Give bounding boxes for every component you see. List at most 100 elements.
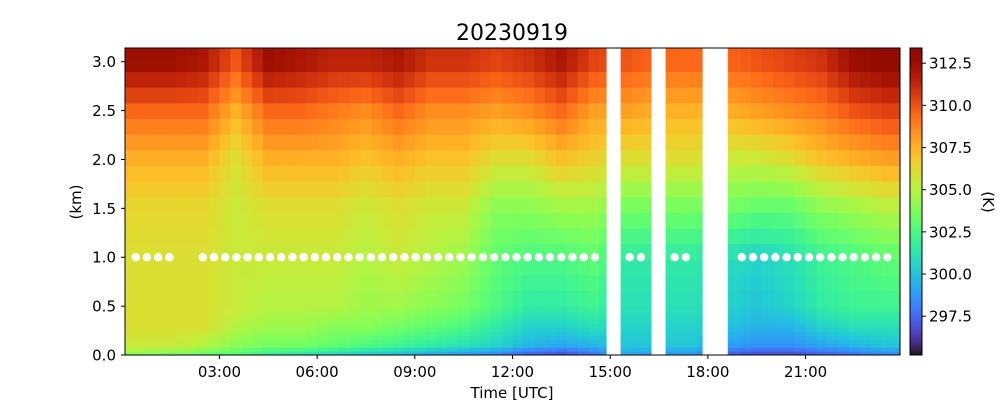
colorbar-swatch (910, 84, 922, 86)
heatmap-cell (241, 308, 253, 313)
heatmap-cell (165, 196, 177, 213)
heatmap-cell (642, 180, 655, 198)
missing-data-gap (606, 48, 621, 355)
heatmap-cell (458, 335, 470, 340)
heatmap-cell (805, 306, 818, 309)
heatmap-cell (403, 259, 416, 276)
heatmap-cell (794, 165, 807, 182)
heatmap-cell (132, 315, 145, 321)
heatmap-cell (306, 323, 318, 329)
heatmap-cell (577, 134, 590, 151)
heatmap-cell (241, 290, 253, 307)
heatmap-cell (588, 118, 600, 135)
heatmap-cell (751, 212, 763, 229)
marker-point (153, 253, 163, 262)
heatmap-cell (805, 87, 818, 104)
heatmap-cell (132, 134, 145, 151)
heatmap-cell (436, 71, 448, 88)
heatmap-cell (599, 55, 611, 73)
colorbar-swatch (910, 271, 922, 273)
heatmap-cell (208, 118, 221, 135)
heatmap-cell (664, 351, 676, 355)
heatmap-cell (838, 315, 850, 321)
heatmap-cell (230, 227, 242, 245)
colorbar-swatch (910, 201, 922, 203)
heatmap-cell (805, 165, 818, 182)
heatmap-cell (208, 102, 221, 119)
heatmap-cell (664, 180, 676, 198)
heatmap-cell (447, 347, 459, 352)
heatmap-cell (892, 196, 900, 213)
heatmap-cell (317, 180, 329, 198)
colorbar-swatch (910, 254, 922, 256)
heatmap-cell (306, 149, 318, 166)
heatmap-cell (892, 102, 900, 119)
heatmap-cell (154, 323, 166, 329)
colorbar-swatch (910, 126, 922, 128)
colorbar-swatch (910, 171, 922, 173)
heatmap-cell (762, 351, 774, 355)
heatmap-cell (208, 196, 221, 213)
heatmap-cell (838, 149, 850, 166)
heatmap-cell (230, 323, 242, 329)
heatmap-cell (382, 311, 394, 317)
heatmap-cell (762, 290, 774, 307)
heatmap-cell (125, 243, 134, 260)
colorbar-swatch (910, 309, 922, 311)
heatmap-cell (588, 259, 600, 276)
heatmap-cell (827, 71, 839, 88)
heatmap-cell (219, 87, 231, 104)
heatmap-cell (132, 102, 145, 119)
heatmap-cell (327, 308, 340, 313)
x-tick-label: 12:00 (491, 363, 534, 381)
heatmap-cell (436, 311, 448, 317)
heatmap-cell (838, 243, 850, 260)
heatmap-cell (176, 227, 188, 245)
heatmap-cell (284, 243, 297, 260)
heatmap-cell (125, 323, 134, 329)
heatmap-cell (512, 55, 524, 73)
heatmap-cell (338, 290, 351, 307)
heatmap-cell (251, 319, 264, 325)
heatmap-cell (414, 149, 427, 166)
heatmap-cell (295, 212, 307, 229)
heatmap-cell (295, 71, 307, 88)
heatmap-cell (338, 274, 351, 292)
heatmap-cell (859, 180, 872, 198)
heatmap-cell (827, 149, 839, 166)
heatmap-cell (132, 71, 145, 88)
heatmap-cell (490, 323, 503, 329)
heatmap-cell (360, 118, 372, 135)
heatmap-cell (642, 196, 655, 213)
heatmap-cell (621, 274, 633, 292)
marker-point (501, 253, 510, 262)
heatmap-cell (414, 48, 427, 57)
heatmap-cell (838, 274, 850, 292)
heatmap-cell (479, 347, 492, 352)
heatmap-cell (317, 347, 329, 352)
heatmap-cell (371, 134, 383, 151)
heatmap-cell (208, 339, 221, 344)
heatmap-cell (295, 311, 307, 317)
heatmap-cell (805, 134, 818, 151)
heatmap-cell (827, 319, 839, 325)
heatmap-cell (284, 323, 297, 329)
heatmap-cell (447, 290, 459, 307)
marker-point (827, 253, 836, 262)
heatmap-cell (773, 339, 785, 344)
heatmap-cell (219, 274, 231, 292)
heatmap-cell (859, 118, 872, 135)
heatmap-cell (751, 331, 763, 337)
heatmap-cell (327, 212, 340, 229)
heatmap-cell (729, 87, 742, 104)
heatmap-cell (458, 102, 470, 119)
heatmap-cell (751, 315, 763, 321)
heatmap-cell (469, 243, 481, 260)
heatmap-cell (848, 134, 861, 151)
heatmap-cell (284, 55, 297, 73)
colorbar-swatch (910, 130, 922, 132)
colorbar-swatch (910, 234, 922, 236)
heatmap-cell (479, 343, 492, 348)
heatmap-cell (729, 274, 742, 292)
colorbar-swatch (910, 200, 922, 202)
